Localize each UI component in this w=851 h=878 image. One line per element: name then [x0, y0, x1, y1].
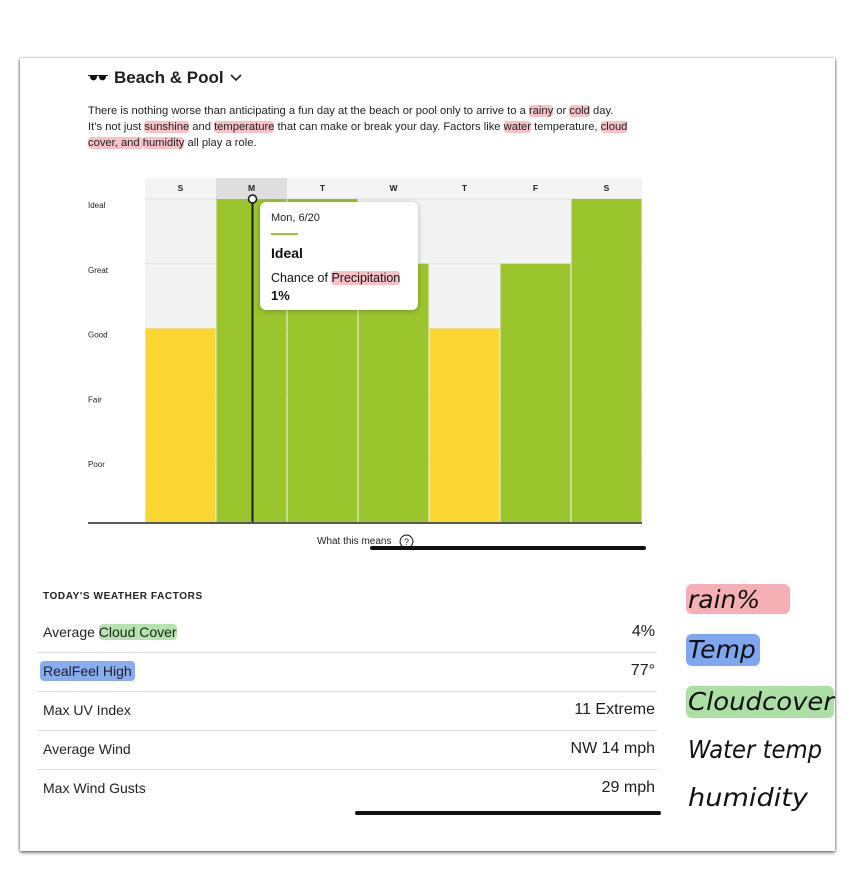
chart-bar: [571, 199, 642, 522]
day-label: T: [320, 183, 326, 193]
sunglasses-icon: [88, 75, 108, 81]
factor-row-wind-gusts: Max Wind Gusts 29 mph: [37, 769, 657, 808]
section-title: Beach & Pool: [114, 68, 224, 87]
chart-bar: [429, 328, 500, 522]
chart-tooltip: Mon, 6/20 Ideal Chance of Precipitation …: [260, 202, 418, 310]
day-label: S: [604, 183, 610, 193]
section-header[interactable]: Beach & Pool: [88, 68, 242, 88]
note-humidity: humidity: [688, 783, 809, 812]
beach-pool-chart[interactable]: Poor Fair Good Great Ideal S M T W T F S: [0, 0, 851, 560]
day-label: T: [462, 183, 468, 193]
tooltip-metric: Chance of Precipitation: [271, 271, 401, 285]
day-label: W: [389, 183, 398, 193]
note-cloudcover: Cloudcover: [688, 687, 836, 716]
factor-value: 11 Extreme: [574, 701, 655, 718]
day-header-selected: [216, 178, 287, 199]
tooltip-rating: Ideal: [271, 245, 303, 261]
svg-text:?: ?: [404, 537, 409, 547]
tooltip-date: Mon, 6/20: [271, 212, 320, 224]
y-axis-label: Fair: [88, 395, 102, 404]
intro-text: There is nothing worse than anticipating…: [88, 105, 628, 149]
day-label: M: [248, 183, 255, 193]
factor-value: 77°: [630, 662, 655, 679]
chevron-down-icon[interactable]: [230, 74, 242, 82]
factor-row-cloud-cover: Average Cloud Cover 4%: [37, 613, 657, 653]
factor-row-average-wind: Average Wind NW 14 mph: [37, 730, 657, 770]
what-this-means-label: What this means: [317, 536, 392, 547]
tooltip-value: 1%: [271, 288, 290, 303]
factor-row-uv-index: Max UV Index 11 Extreme: [37, 691, 657, 731]
note-temp: Temp: [688, 635, 756, 664]
tooltip-accent-line: [271, 233, 298, 235]
y-axis-label: Poor: [88, 460, 105, 469]
handwritten-notes: rain% Temp Cloudcover Water temp humidit…: [686, 584, 836, 812]
factor-value: NW 14 mph: [570, 740, 655, 757]
factor-label: Average Cloud Cover: [43, 624, 177, 640]
note-water-temp: Water temp: [688, 735, 822, 764]
factor-label: Average Wind: [43, 741, 131, 757]
scroll-indicator-bottom: [355, 811, 661, 815]
selection-marker: [247, 194, 258, 204]
scroll-indicator-top: [370, 546, 646, 550]
y-axis-label: Ideal: [88, 201, 106, 210]
factor-value: 4%: [631, 623, 655, 640]
y-axis-label: Good: [88, 331, 108, 340]
factor-label: Max UV Index: [43, 702, 131, 718]
chart-bar: [500, 263, 571, 522]
factor-value: 29 mph: [601, 779, 655, 796]
chart-bar: [145, 328, 216, 522]
factor-label: Max Wind Gusts: [43, 780, 146, 796]
day-label: F: [533, 183, 538, 193]
y-axis-label: Great: [88, 266, 109, 275]
factor-label: RealFeel High: [40, 661, 138, 681]
note-rain: rain%: [688, 585, 760, 614]
weather-factors-title: TODAY'S WEATHER FACTORS: [43, 591, 203, 602]
day-label: S: [178, 183, 184, 193]
factor-row-realfeel-high: RealFeel High 77°: [37, 652, 657, 692]
